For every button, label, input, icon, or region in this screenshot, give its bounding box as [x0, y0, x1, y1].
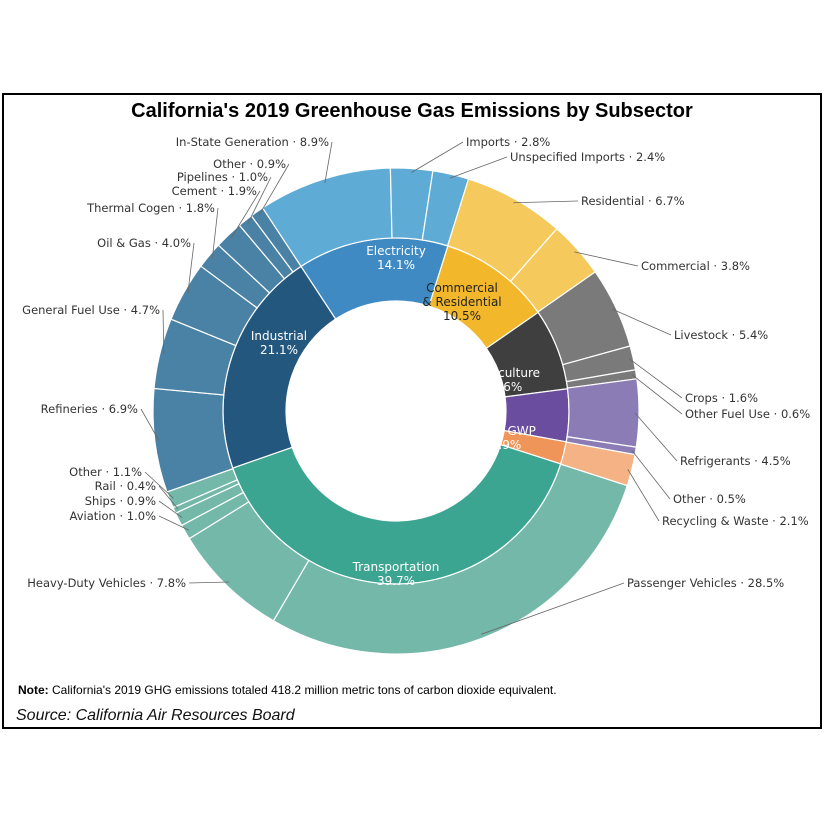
chart-frame: California's 2019 Greenhouse Gas Emissio… — [2, 93, 822, 729]
chart-note: Note: California's 2019 GHG emissions to… — [18, 683, 557, 697]
outer-label-refineries-17: Refineries · 6.9% — [41, 402, 138, 416]
leader-line-1 — [411, 141, 464, 173]
leader-line-5 — [612, 308, 672, 336]
inner-label-agriculture: Agriculture 7.6% — [474, 366, 540, 394]
leader-line-23 — [258, 163, 290, 216]
outer-label-other-9: Other · 0.5% — [673, 492, 746, 506]
leader-line-21 — [231, 190, 261, 238]
leader-line-7 — [632, 374, 683, 415]
outer-slice-passenger-vehicles-11 — [272, 463, 628, 655]
leader-line-13 — [158, 515, 189, 531]
inner-label-electricity: Electricity 14.1% — [366, 244, 426, 272]
inner-label-high-gwp: High GWP 4.9% — [476, 424, 536, 452]
note-text: California's 2019 GHG emissions totaled … — [52, 683, 557, 697]
outer-label-imports-1: Imports · 2.8% — [466, 135, 550, 149]
outer-label-rail-15: Rail · 0.4% — [95, 479, 156, 493]
leader-line-22 — [247, 176, 272, 224]
outer-label-other-fuel-use-7: Other Fuel Use · 0.6% — [685, 407, 810, 421]
chart-title: California's 2019 Greenhouse Gas Emissio… — [131, 100, 693, 122]
leader-line-18 — [162, 309, 165, 355]
leader-line-16 — [144, 471, 174, 499]
outer-label-commercial-4: Commercial · 3.8% — [641, 259, 750, 273]
leader-line-3 — [513, 200, 579, 204]
leader-line-2 — [449, 156, 508, 179]
chart-source: Source: California Air Resources Board — [16, 707, 295, 724]
outer-label-heavy-duty-vehicles-12: Heavy-Duty Vehicles · 7.8% — [27, 576, 186, 590]
leader-line-10 — [627, 469, 660, 522]
outer-label-thermal-cogen-20: Thermal Cogen · 1.8% — [86, 201, 215, 215]
outer-slice-refrigerants-8 — [566, 378, 640, 448]
leader-line-8 — [634, 412, 678, 462]
outer-label-ships-14: Ships · 0.9% — [85, 494, 156, 508]
leader-line-17 — [140, 408, 160, 441]
leader-line-6 — [628, 358, 683, 399]
note-label: Note: — [18, 683, 49, 697]
inner-label-transportation: Transportation 39.7% — [352, 560, 440, 588]
leader-line-12 — [188, 581, 230, 584]
outer-label-refrigerants-8: Refrigerants · 4.5% — [680, 454, 791, 468]
outer-label-recycling-and-waste-10: Recycling & Waste · 2.1% — [662, 514, 809, 528]
outer-label-general-fuel-use-18: General Fuel Use · 4.7% — [22, 303, 160, 317]
outer-label-crops-6: Crops · 1.6% — [685, 391, 758, 405]
leader-line-0 — [324, 141, 333, 183]
outer-label-other-16: Other · 1.1% — [69, 465, 142, 479]
outer-slice-other-23 — [250, 207, 302, 273]
outer-label-passenger-vehicles-11: Passenger Vehicles · 28.5% — [627, 576, 784, 590]
outer-label-in-state-generation-0: In-State Generation · 8.9% — [176, 135, 329, 149]
leader-line-19 — [187, 242, 195, 294]
outer-label-livestock-5: Livestock · 5.4% — [674, 328, 768, 342]
outer-label-oil-and-gas-19: Oil & Gas · 4.0% — [97, 236, 191, 250]
outer-label-residential-3: Residential · 6.7% — [581, 194, 685, 208]
leader-line-14 — [158, 500, 183, 518]
outer-label-aviation-13: Aviation · 1.0% — [70, 509, 157, 523]
leader-line-20 — [212, 207, 219, 259]
outer-label-cement-21: Cement · 1.9% — [172, 184, 257, 198]
outer-label-pipelines-22: Pipelines · 1.0% — [177, 170, 268, 184]
leader-line-11 — [481, 582, 625, 635]
inner-label-commercial-and-residential: Commercial & Residential 10.5% — [422, 281, 501, 323]
leader-line-15 — [158, 485, 179, 509]
sunburst-chart: Electricity 14.1% Commercial & Residential 1… — [22, 135, 810, 655]
leader-line-4 — [574, 251, 639, 267]
outer-label-other-23: Other · 0.9% — [213, 157, 286, 171]
outer-label-unspecified-imports-2: Unspecified Imports · 2.4% — [510, 150, 665, 164]
inner-label-industrial: Industrial 21.1% — [251, 329, 307, 357]
leader-line-9 — [631, 450, 671, 500]
